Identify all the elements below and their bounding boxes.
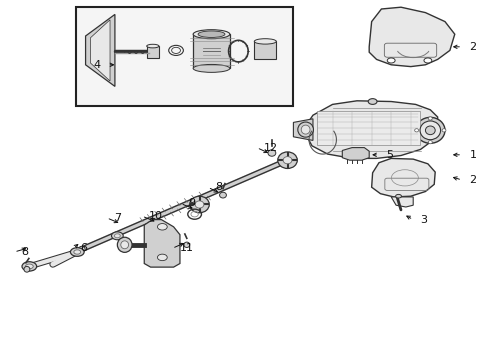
Ellipse shape — [157, 254, 167, 261]
Text: 12: 12 — [264, 143, 278, 153]
Ellipse shape — [267, 150, 275, 156]
Ellipse shape — [189, 196, 209, 213]
Ellipse shape — [427, 140, 431, 144]
Ellipse shape — [254, 39, 276, 44]
Text: 2: 2 — [468, 42, 476, 52]
FancyBboxPatch shape — [316, 111, 419, 145]
Ellipse shape — [24, 266, 30, 272]
Ellipse shape — [111, 232, 123, 240]
Ellipse shape — [367, 99, 376, 104]
Ellipse shape — [121, 241, 128, 249]
Ellipse shape — [423, 58, 431, 63]
Text: 3: 3 — [420, 215, 427, 225]
Polygon shape — [81, 158, 288, 251]
Ellipse shape — [193, 30, 229, 39]
Text: 6: 6 — [81, 243, 87, 253]
Polygon shape — [90, 20, 110, 81]
Polygon shape — [293, 119, 312, 140]
Polygon shape — [371, 158, 434, 197]
Ellipse shape — [297, 122, 313, 137]
Ellipse shape — [395, 194, 401, 198]
Ellipse shape — [283, 157, 291, 164]
Ellipse shape — [74, 250, 81, 254]
Ellipse shape — [419, 121, 440, 140]
Ellipse shape — [198, 31, 224, 37]
Ellipse shape — [114, 234, 120, 238]
Text: 9: 9 — [187, 198, 195, 208]
Polygon shape — [303, 101, 437, 158]
Ellipse shape — [427, 117, 431, 120]
Polygon shape — [85, 14, 115, 86]
Ellipse shape — [277, 152, 297, 168]
Ellipse shape — [25, 264, 33, 269]
Polygon shape — [368, 7, 454, 67]
Text: 8: 8 — [215, 182, 222, 192]
Ellipse shape — [157, 224, 167, 230]
FancyBboxPatch shape — [254, 41, 276, 59]
Ellipse shape — [195, 201, 203, 208]
Ellipse shape — [146, 44, 159, 48]
Text: 11: 11 — [179, 243, 193, 253]
Polygon shape — [390, 197, 412, 207]
Text: 4: 4 — [93, 60, 100, 70]
Text: 8: 8 — [21, 247, 29, 257]
Text: 1: 1 — [468, 150, 475, 160]
FancyBboxPatch shape — [146, 46, 159, 58]
Ellipse shape — [219, 192, 226, 198]
Text: 10: 10 — [149, 211, 163, 221]
Ellipse shape — [425, 126, 434, 135]
Text: 7: 7 — [114, 213, 121, 223]
Ellipse shape — [117, 237, 132, 252]
Ellipse shape — [301, 125, 309, 134]
Ellipse shape — [193, 64, 229, 72]
Text: 5: 5 — [386, 150, 392, 160]
Polygon shape — [342, 148, 368, 160]
Ellipse shape — [183, 242, 189, 248]
Ellipse shape — [441, 129, 445, 132]
Bar — [76, 7, 293, 106]
Ellipse shape — [22, 262, 37, 271]
Ellipse shape — [70, 248, 84, 256]
Polygon shape — [144, 220, 180, 267]
Ellipse shape — [386, 58, 394, 63]
Text: 2: 2 — [468, 175, 476, 185]
Ellipse shape — [415, 117, 444, 143]
Ellipse shape — [414, 129, 418, 132]
FancyBboxPatch shape — [193, 34, 229, 68]
